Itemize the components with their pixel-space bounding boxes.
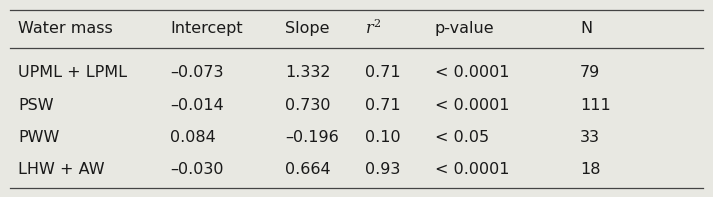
Text: 0.93: 0.93 — [365, 163, 401, 177]
Text: 111: 111 — [580, 98, 611, 112]
Text: $r^{2}$: $r^{2}$ — [365, 19, 381, 37]
Text: 0.664: 0.664 — [285, 163, 331, 177]
Text: –0.014: –0.014 — [170, 98, 224, 112]
Text: 0.71: 0.71 — [365, 98, 401, 112]
Text: N: N — [580, 20, 592, 35]
Text: 0.71: 0.71 — [365, 64, 401, 80]
Text: –0.196: –0.196 — [285, 130, 339, 146]
Text: Water mass: Water mass — [18, 20, 113, 35]
Text: LHW + AW: LHW + AW — [18, 163, 105, 177]
Text: 0.084: 0.084 — [170, 130, 216, 146]
Text: < 0.05: < 0.05 — [435, 130, 489, 146]
Text: 33: 33 — [580, 130, 600, 146]
Text: Slope: Slope — [285, 20, 329, 35]
Text: < 0.0001: < 0.0001 — [435, 64, 510, 80]
Text: 1.332: 1.332 — [285, 64, 331, 80]
Text: –0.073: –0.073 — [170, 64, 223, 80]
Text: 0.10: 0.10 — [365, 130, 401, 146]
Text: 18: 18 — [580, 163, 600, 177]
Text: UPML + LPML: UPML + LPML — [18, 64, 127, 80]
Text: < 0.0001: < 0.0001 — [435, 163, 510, 177]
Text: PWW: PWW — [18, 130, 59, 146]
Text: Intercept: Intercept — [170, 20, 242, 35]
Text: PSW: PSW — [18, 98, 53, 112]
Text: –0.030: –0.030 — [170, 163, 223, 177]
Text: < 0.0001: < 0.0001 — [435, 98, 510, 112]
Text: 79: 79 — [580, 64, 600, 80]
Text: 0.730: 0.730 — [285, 98, 331, 112]
Text: p-value: p-value — [435, 20, 495, 35]
